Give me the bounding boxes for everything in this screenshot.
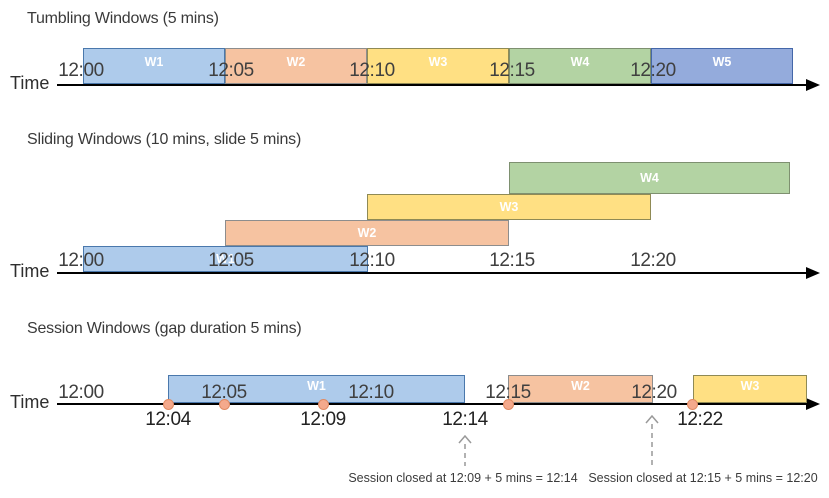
axis-tick-label: 12:10 xyxy=(348,382,394,403)
window-label: W1 xyxy=(216,252,235,266)
time-axis-line xyxy=(57,403,806,405)
time-axis-arrowhead-icon xyxy=(806,267,820,279)
window-label: W2 xyxy=(286,55,306,69)
window-label: W4 xyxy=(570,55,590,69)
window-sliding-w1: W1 xyxy=(83,246,368,272)
axis-tick-label: 12:00 xyxy=(58,250,104,271)
event-dot xyxy=(686,398,698,410)
axis-tick-label: 12:15 xyxy=(485,382,531,403)
axis-tick-label: 12:20 xyxy=(630,60,676,81)
diagram-title-tumbling: Tumbling Windows (5 mins) xyxy=(27,10,219,27)
window-tumbling-w1: W1 xyxy=(83,48,225,84)
window-session-w3: W3 xyxy=(693,375,807,403)
window-label: W5 xyxy=(712,55,732,69)
axis-below-label: 12:22 xyxy=(677,409,723,430)
window-tumbling-w4: W4 xyxy=(509,48,651,84)
window-tumbling-w3: W3 xyxy=(367,48,509,84)
window-sliding-w2: W2 xyxy=(225,220,509,246)
axis-tick-label: 12:10 xyxy=(349,60,395,81)
session-close-arrow-icon xyxy=(644,414,660,471)
session-close-arrow-icon xyxy=(457,434,473,471)
time-axis-label: Time xyxy=(10,261,50,281)
window-label: W1 xyxy=(307,379,326,393)
time-axis-label: Time xyxy=(10,73,50,93)
axis-below-label: 12:09 xyxy=(300,409,346,430)
axis-tick-label: 12:05 xyxy=(201,382,247,403)
window-label: W2 xyxy=(357,226,377,240)
window-label: W1 xyxy=(144,55,164,69)
axis-below-label: 12:14 xyxy=(442,409,488,430)
time-axis-line xyxy=(57,272,806,274)
window-sliding-w4: W4 xyxy=(509,162,790,194)
window-label: W3 xyxy=(428,55,448,69)
axis-below-label: 12:04 xyxy=(145,409,191,430)
axis-tick-label: 12:05 xyxy=(208,60,254,81)
event-dot xyxy=(218,398,230,410)
event-dot xyxy=(162,398,174,410)
axis-tick-label: 12:15 xyxy=(489,60,535,81)
axis-tick-label: 12:20 xyxy=(631,382,677,403)
axis-tick-label: 12:00 xyxy=(58,60,104,81)
window-tumbling-w5: W5 xyxy=(651,48,793,84)
window-label: W3 xyxy=(740,379,760,393)
event-dot xyxy=(317,398,329,410)
time-axis-arrowhead-icon xyxy=(806,398,820,410)
diagram-title-sliding: Sliding Windows (10 mins, slide 5 mins) xyxy=(27,131,302,148)
window-session-w1: W1 xyxy=(168,375,465,403)
session-close-annotation: Session closed at 12:09 + 5 mins = 12:14 xyxy=(348,471,578,485)
window-sliding-w3: W3 xyxy=(367,194,651,220)
time-axis-label: Time xyxy=(10,392,50,412)
axis-tick-label: 12:05 xyxy=(208,250,254,271)
axis-tick-label: 12:10 xyxy=(349,250,395,271)
event-dot xyxy=(502,398,514,410)
time-axis-arrowhead-icon xyxy=(806,79,820,91)
window-tumbling-w2: W2 xyxy=(225,48,367,84)
time-axis-line xyxy=(57,84,806,86)
window-session-w2: W2 xyxy=(508,375,653,403)
axis-tick-label: 12:20 xyxy=(630,250,676,271)
axis-tick-label: 12:00 xyxy=(58,382,104,403)
window-label: W2 xyxy=(571,379,590,393)
window-label: W3 xyxy=(499,200,519,214)
diagram-title-session: Session Windows (gap duration 5 mins) xyxy=(27,320,302,337)
axis-tick-label: 12:15 xyxy=(489,250,535,271)
window-label: W4 xyxy=(640,171,659,185)
session-close-annotation: Session closed at 12:15 + 5 mins = 12:20 xyxy=(588,471,818,485)
